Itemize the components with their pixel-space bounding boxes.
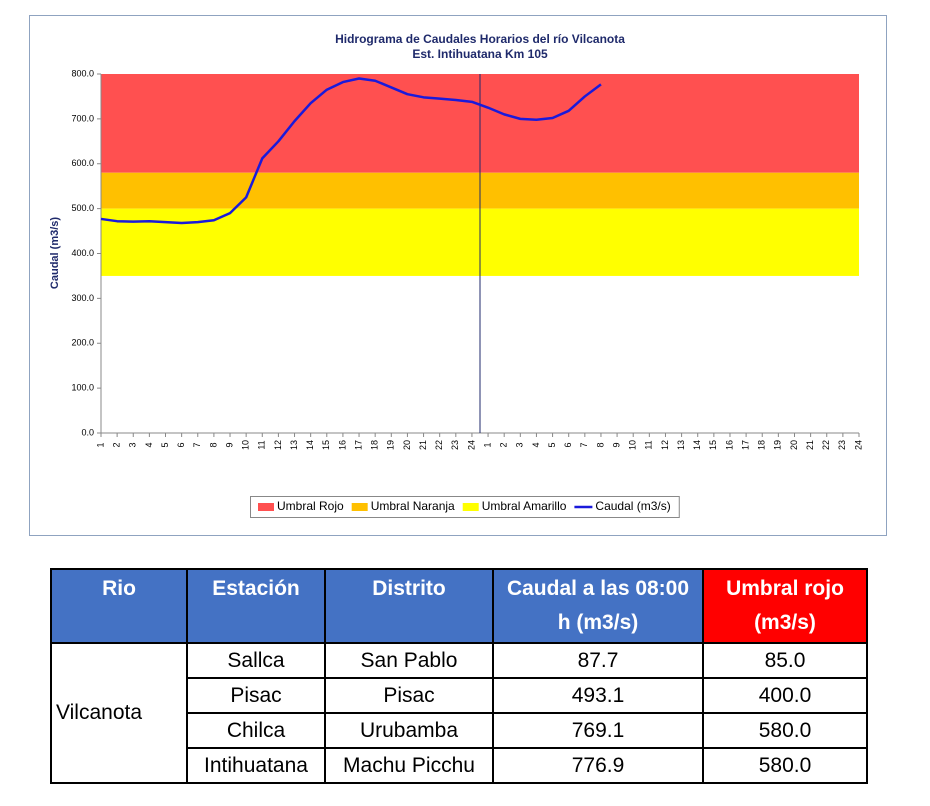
y-tick-label: 300.0 (71, 293, 94, 303)
y-axis-label: Caudal (m3/s) (49, 217, 61, 289)
x-tick-label: 11 (257, 440, 267, 449)
x-tick-label: 21 (418, 440, 428, 450)
x-tick-label: 14 (305, 440, 315, 450)
x-tick-label: 12 (660, 440, 670, 450)
y-tick-label: 600.0 (71, 158, 94, 168)
x-tick-label: 17 (353, 440, 363, 450)
cell: 85.0 (702, 642, 868, 679)
x-tick-label: 1 (95, 442, 105, 447)
x-tick-label: 15 (708, 440, 718, 450)
x-tick-label: 19 (773, 440, 783, 450)
header-cell: Rio (50, 568, 188, 644)
y-tick-label: 100.0 (71, 383, 94, 393)
x-tick-label: 8 (208, 442, 218, 447)
cell: Urubamba (324, 712, 494, 749)
header-cell: Distrito (324, 568, 494, 644)
cell: San Pablo (324, 642, 494, 679)
x-tick-label: 7 (579, 442, 589, 447)
x-tick-label: 10 (241, 440, 251, 450)
cell: Pisac (324, 677, 494, 714)
x-tick-label: 12 (273, 440, 283, 450)
legend-swatch (462, 503, 479, 511)
x-tick-label: 13 (676, 440, 686, 450)
cell: Intihuatana (186, 747, 326, 784)
cell: Vilcanota (50, 642, 188, 784)
legend-swatch (258, 503, 274, 511)
cell: 580.0 (702, 747, 868, 784)
x-tick-label: 20 (402, 440, 412, 450)
chart: Hidrograma de Caudales Horarios del río … (29, 15, 887, 536)
x-tick-label: 13 (289, 440, 299, 450)
y-tick-label: 200.0 (71, 338, 94, 348)
x-tick-label: 1 (482, 442, 492, 447)
cell: 776.9 (492, 747, 704, 784)
x-tick-label: 18 (370, 440, 380, 450)
data-line (100, 77, 602, 225)
cell: 400.0 (702, 677, 868, 714)
x-tick-label: 20 (789, 440, 799, 450)
x-tick-label: 4 (531, 442, 541, 447)
cell: Pisac (186, 677, 326, 714)
legend-label: Umbral Amarillo (482, 499, 567, 513)
x-tick-label: 15 (321, 440, 331, 450)
x-tick-label: 9 (224, 442, 234, 447)
x-tick-label: 23 (837, 440, 847, 450)
x-tick-label: 7 (192, 442, 202, 447)
x-tick-label: 16 (337, 440, 347, 450)
x-tick-label: 17 (740, 440, 750, 450)
header-cell: Umbral rojo (m3/s) (702, 568, 868, 644)
x-tick-label: 5 (160, 442, 170, 447)
y-tick-label: 500.0 (71, 203, 94, 213)
x-tick-label: 19 (386, 440, 396, 450)
cell: 580.0 (702, 712, 868, 749)
x-tick-label: 23 (450, 440, 460, 450)
x-tick-label: 24 (466, 440, 476, 450)
legend-swatch (351, 503, 368, 511)
x-tick-label: 2 (499, 442, 509, 447)
chart-subtitle: Est. Intihuatana Km 105 (412, 47, 548, 61)
x-tick-label: 5 (547, 442, 557, 447)
x-tick-label: 16 (724, 440, 734, 450)
x-tick-label: 4 (144, 442, 154, 447)
legend-label: Umbral Rojo (277, 499, 344, 513)
x-tick-label: 2 (112, 442, 122, 447)
legend-label: Caudal (m3/s) (595, 499, 670, 513)
legend-label: Umbral Naranja (371, 499, 455, 513)
x-tick-label: 3 (128, 442, 138, 447)
x-tick-label: 21 (805, 440, 815, 450)
x-tick-label: 6 (176, 442, 186, 447)
header-cell: Estación (186, 568, 326, 644)
x-tick-label: 22 (434, 440, 444, 450)
cell: 769.1 (492, 712, 704, 749)
x-tick-label: 22 (821, 440, 831, 450)
x-tick-label: 8 (595, 442, 605, 447)
cell: 87.7 (492, 642, 704, 679)
y-tick-label: 700.0 (71, 113, 94, 123)
y-tick-label: 800.0 (71, 68, 94, 78)
header-cell: Caudal a las 08:00 h (m3/s) (492, 568, 704, 644)
x-tick-label: 18 (757, 440, 767, 450)
y-tick-label: 0.0 (81, 427, 94, 437)
table: Rio Estación Distrito Caudal a las 08:00… (50, 568, 868, 784)
y-tick-label: 400.0 (71, 248, 94, 258)
x-tick-label: 6 (563, 442, 573, 447)
cell: 493.1 (492, 677, 704, 714)
x-tick-label: 3 (515, 442, 525, 447)
cell: Machu Picchu (324, 747, 494, 784)
x-tick-label: 9 (611, 442, 621, 447)
cell: Sallca (186, 642, 326, 679)
cell: Chilca (186, 712, 326, 749)
chart-title: Hidrograma de Caudales Horarios del río … (335, 32, 625, 46)
x-tick-label: 10 (628, 440, 638, 450)
x-tick-label: 24 (853, 440, 863, 450)
x-tick-label: 11 (644, 440, 654, 449)
x-tick-label: 14 (692, 440, 702, 450)
